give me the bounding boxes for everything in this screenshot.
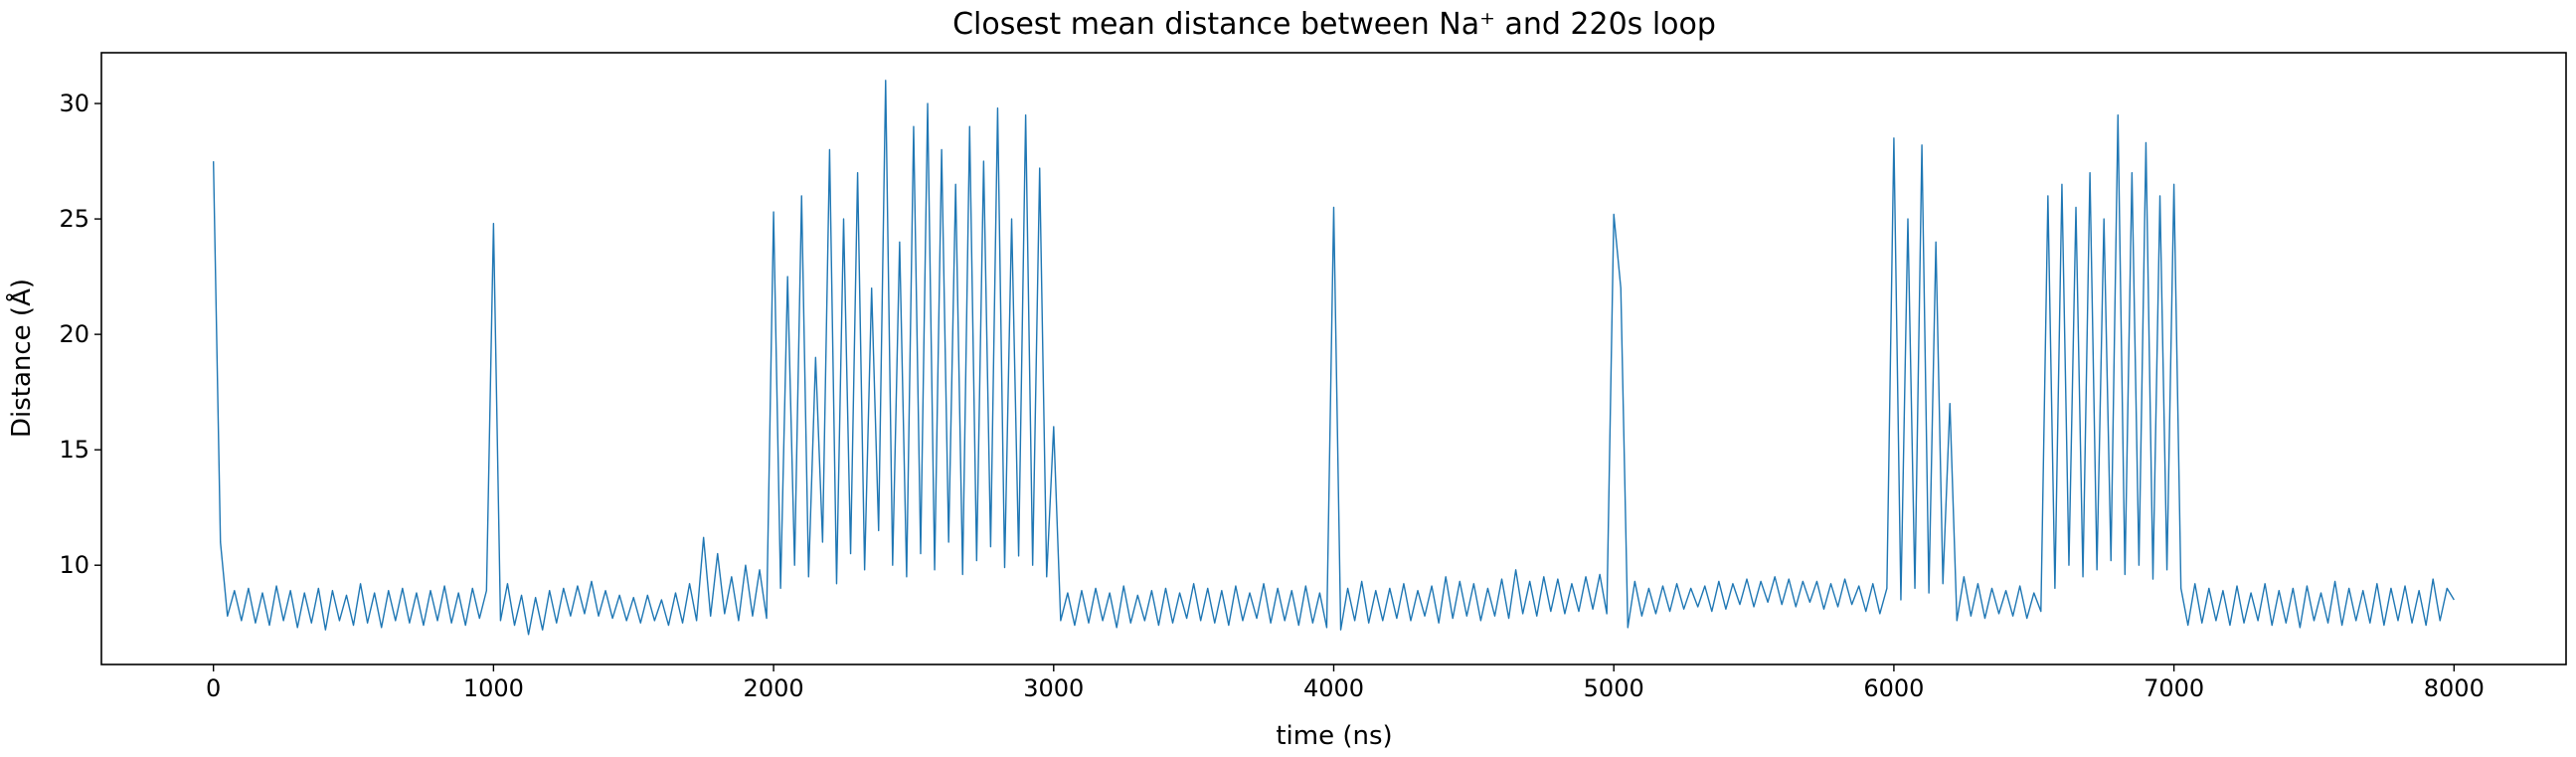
x-axis-label: time (ns) [1276,721,1392,751]
y-tick-label: 15 [59,436,89,464]
axes-frame [100,52,2567,665]
x-tick-label: 2000 [744,674,804,702]
y-tick-label: 20 [59,320,89,348]
x-tick-label: 5000 [1584,674,1644,702]
y-tick-label: 30 [59,90,89,117]
x-tick-label: 3000 [1023,674,1084,702]
y-tick-label: 10 [59,551,89,579]
x-tick-label: 1000 [463,674,524,702]
x-tick-label: 4000 [1303,674,1364,702]
y-axis-label: Distance (Å) [5,279,37,438]
x-tick-label: 0 [206,674,221,702]
x-tick-label: 6000 [1863,674,1924,702]
y-tick-label: 25 [59,205,89,233]
x-tick-label: 8000 [2424,674,2485,702]
x-tick-label: 7000 [2144,674,2204,702]
data-line [212,80,2455,636]
chart-title: Closest mean distance between Na⁺ and 22… [952,7,1716,42]
